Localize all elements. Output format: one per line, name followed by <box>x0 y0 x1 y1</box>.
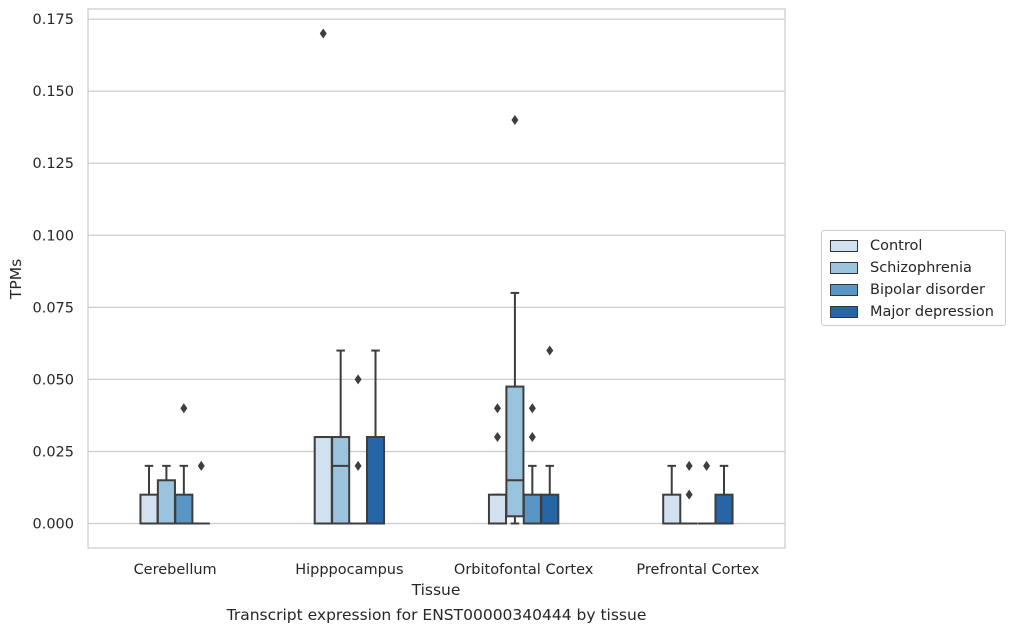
gridlines <box>88 18 785 525</box>
outlier <box>493 432 501 443</box>
y-tick-label: 0.075 <box>32 300 74 316</box>
outlier <box>685 489 693 500</box>
box-1-2 <box>349 374 367 525</box>
legend-label-major-depression: Major depression <box>870 304 994 320</box>
x-tick-label: Cerebellum <box>134 562 217 578</box>
box-0-2 <box>174 403 194 525</box>
y-tick-label: 0.025 <box>32 444 74 460</box>
y-tick-label: 0.050 <box>32 372 74 388</box>
box-groups <box>139 28 734 525</box>
box-2-1 <box>505 114 525 525</box>
box <box>156 479 176 525</box>
box-0-1 <box>156 464 176 525</box>
legend-item-schizophrenia: Schizophrenia <box>830 259 972 277</box>
box <box>714 493 734 525</box>
legend-label-schizophrenia: Schizophrenia <box>870 260 972 276</box>
outlier <box>511 114 519 125</box>
box-1-3 <box>365 349 386 525</box>
box-3-0 <box>662 464 682 525</box>
outlier <box>528 403 536 414</box>
box-3-1 <box>680 460 698 525</box>
legend-item-bipolar-disorder: Bipolar disorder <box>830 281 985 299</box>
y-tick-label: 0.150 <box>32 84 74 100</box>
outlier <box>546 345 554 356</box>
legend-swatch-control <box>830 240 858 252</box>
box-2-2 <box>522 403 542 525</box>
x-axis-ticks: Cerebellum Hipppocampus Orbitofontal Corte… <box>134 562 760 578</box>
outlier <box>197 460 205 471</box>
box <box>139 493 159 525</box>
y-axis-label: TPMs <box>7 259 25 300</box>
box-0-3 <box>192 460 210 525</box>
box <box>365 436 386 525</box>
outlier <box>180 403 188 414</box>
x-axis-label: Tissue <box>411 581 461 599</box>
plot-frame <box>87 8 786 549</box>
box <box>522 493 542 525</box>
y-tick-label: 0.175 <box>32 12 74 28</box>
legend-swatch-major-depression <box>830 306 858 318</box>
outlier <box>685 460 693 471</box>
outlier <box>319 28 327 39</box>
box <box>505 385 525 518</box>
legend-swatch-bipolar-disorder <box>830 284 858 296</box>
box <box>331 436 351 525</box>
outlier <box>354 460 362 471</box>
box <box>487 493 508 525</box>
box-3-2 <box>698 460 716 525</box>
y-tick-label: 0.000 <box>32 517 74 533</box>
box-1-1 <box>331 349 351 525</box>
y-tick-label: 0.125 <box>32 156 74 172</box>
legend-label-bipolar-disorder: Bipolar disorder <box>870 282 985 298</box>
legend-item-control: Control <box>830 237 922 255</box>
box <box>313 436 333 525</box>
box-2-0 <box>487 403 508 525</box>
legend: Control Schizophrenia Bipolar disorder M… <box>821 230 1006 326</box>
box-0-0 <box>139 464 159 525</box>
y-axis-ticks: 0.000 0.025 0.050 0.075 0.100 0.125 0.150 0.175 <box>32 12 74 532</box>
box <box>662 493 682 525</box>
box <box>540 493 560 525</box>
chart-caption: Transcript expression for ENST0000034044… <box>226 606 647 624</box>
y-tick-label: 0.100 <box>32 228 74 244</box>
box-3-3 <box>714 464 734 525</box>
box <box>174 493 194 525</box>
box-1-0 <box>313 28 333 525</box>
legend-item-major-depression: Major depression <box>830 303 994 321</box>
outlier <box>493 403 501 414</box>
outlier <box>703 460 711 471</box>
legend-label-control: Control <box>870 238 923 254</box>
x-tick-label: Hipppocampus <box>295 562 403 578</box>
outlier <box>354 374 362 385</box>
x-tick-label: Orbitofontal Cortex <box>454 562 594 578</box>
box-2-3 <box>540 345 560 525</box>
legend-swatch-schizophrenia <box>830 262 858 274</box>
outlier <box>528 432 536 443</box>
x-tick-label: Prefrontal Cortex <box>636 562 759 578</box>
